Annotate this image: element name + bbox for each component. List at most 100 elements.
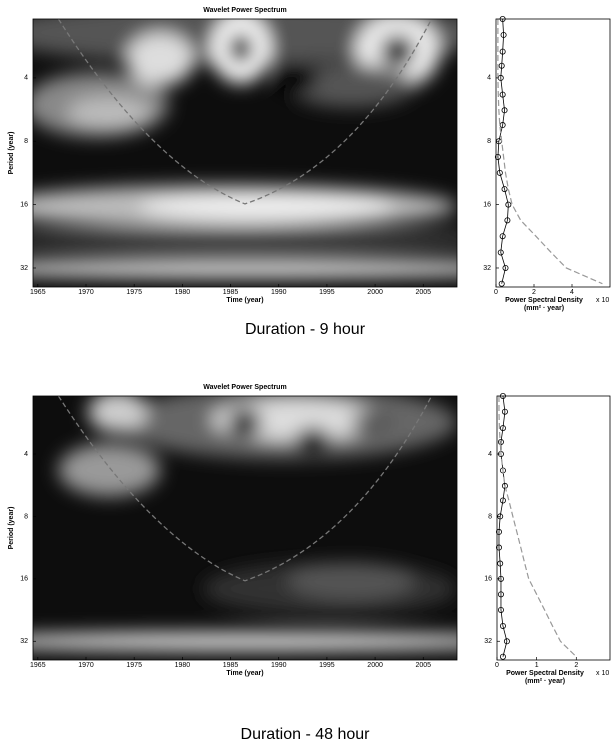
y-axis-label: Period (year): [8, 132, 15, 175]
power-region: [351, 411, 394, 433]
x-tick-label: 2005: [415, 662, 431, 669]
spectrum-point: [494, 153, 501, 160]
y-tick-label: 32: [483, 265, 491, 272]
spectrum-point: [501, 482, 508, 489]
spectrum-point: [504, 217, 511, 224]
x-tick-label: 1970: [78, 662, 94, 669]
x-tick-label: 2000: [367, 289, 383, 296]
power-region: [58, 443, 161, 497]
spectrum-point: [503, 638, 510, 645]
spectrum-point: [495, 544, 502, 551]
y-tick-label: 16: [483, 201, 491, 208]
x-axis-units: (mm² · year): [524, 305, 564, 312]
power-region: [126, 32, 195, 86]
power-region: [380, 35, 415, 68]
y-tick-label: 4: [24, 451, 28, 458]
y-tick-label: 8: [487, 138, 491, 145]
x-tick-label: 1995: [319, 662, 335, 669]
x-tick-label: 4: [570, 289, 574, 296]
y-tick-label: 4: [24, 75, 28, 82]
spectrum-point: [497, 438, 504, 445]
plot-frame: [495, 18, 611, 288]
spectrum-point: [495, 528, 502, 535]
power-region: [33, 228, 457, 250]
x-axis-label: Time (year): [226, 670, 263, 677]
spectrum-point: [499, 653, 506, 660]
x-axis-label: Power Spectral Density: [506, 670, 584, 677]
power-region: [88, 396, 148, 433]
heatmap: [33, 19, 457, 278]
caption: Duration - 9 hour: [245, 321, 366, 338]
y-tick-label: 4: [487, 75, 491, 82]
x-tick-label: 2: [532, 289, 536, 296]
spectrum-point: [499, 425, 506, 432]
spectrum-point: [497, 591, 504, 598]
plot-background: [496, 19, 610, 287]
x-tick-label: 1990: [271, 662, 287, 669]
x-tick-label: 1965: [30, 662, 46, 669]
spectrum-point: [497, 560, 504, 567]
y-tick-label: 32: [484, 638, 492, 645]
x-tick-label: 0: [495, 662, 499, 669]
x-axis-units: (mm² · year): [525, 678, 565, 685]
x-tick-label: 1965: [30, 289, 46, 296]
x-tick-label: 1985: [223, 289, 239, 296]
x-axis-exponent: x 10: [596, 670, 609, 677]
x-tick-label: 2005: [415, 289, 431, 296]
significance-line: [497, 19, 603, 285]
x-tick-label: 1970: [78, 289, 94, 296]
spectrum-point: [496, 169, 503, 176]
power-region: [274, 61, 318, 95]
x-tick-label: 0: [494, 289, 498, 296]
x-axis-exponent: x 10: [596, 297, 609, 304]
spectrum-point: [499, 48, 506, 55]
x-tick-label: 2000: [367, 662, 383, 669]
plot-frame: [496, 395, 611, 661]
x-tick-label: 1995: [319, 289, 335, 296]
power-region: [295, 427, 330, 455]
spectrum-point: [501, 186, 508, 193]
heatmap-blobs: [33, 396, 457, 651]
y-tick-label: 8: [24, 513, 28, 520]
caption: Duration - 48 hour: [241, 726, 371, 743]
power-region: [33, 258, 457, 278]
spectrum-point: [499, 497, 506, 504]
heatmap-blobs: [33, 19, 457, 278]
x-tick-label: 1990: [271, 289, 287, 296]
y-tick-label: 8: [24, 138, 28, 145]
x-tick-label: 1: [535, 662, 539, 669]
y-tick-label: 16: [20, 576, 28, 583]
spectrum-point: [498, 62, 505, 69]
power-region: [66, 96, 152, 129]
x-tick-label: 1975: [126, 289, 142, 296]
y-axis-label: Period (year): [8, 507, 15, 550]
y-tick-label: 16: [484, 576, 492, 583]
spectrum-point: [499, 122, 506, 129]
spectrum-point: [502, 264, 509, 271]
spectrum-point: [498, 280, 505, 287]
x-tick-label: 1980: [175, 289, 191, 296]
y-tick-label: 16: [20, 201, 28, 208]
plot-frame: [32, 18, 458, 288]
power-region: [33, 632, 457, 651]
y-tick-label: 32: [20, 638, 28, 645]
x-tick-label: 2: [574, 662, 578, 669]
spectrum-point: [501, 107, 508, 114]
plot-background: [497, 396, 610, 660]
x-tick-label: 1980: [175, 662, 191, 669]
y-tick-label: 8: [488, 513, 492, 520]
y-tick-label: 32: [20, 265, 28, 272]
x-axis-label: Power Spectral Density: [505, 297, 583, 304]
spectrum-point: [499, 233, 506, 240]
spectrum-point: [497, 249, 504, 256]
chart-title: Wavelet Power Spectrum: [203, 384, 286, 391]
plot-frame: [32, 395, 458, 661]
chart-title: Wavelet Power Spectrum: [203, 7, 286, 14]
cone-of-influence: [57, 396, 433, 582]
spectrum-point: [499, 622, 506, 629]
spectrum-point: [505, 201, 512, 208]
power-region: [228, 409, 262, 436]
significance-line: [498, 396, 577, 658]
y-tick-label: 4: [488, 451, 492, 458]
spectrum-point: [497, 606, 504, 613]
